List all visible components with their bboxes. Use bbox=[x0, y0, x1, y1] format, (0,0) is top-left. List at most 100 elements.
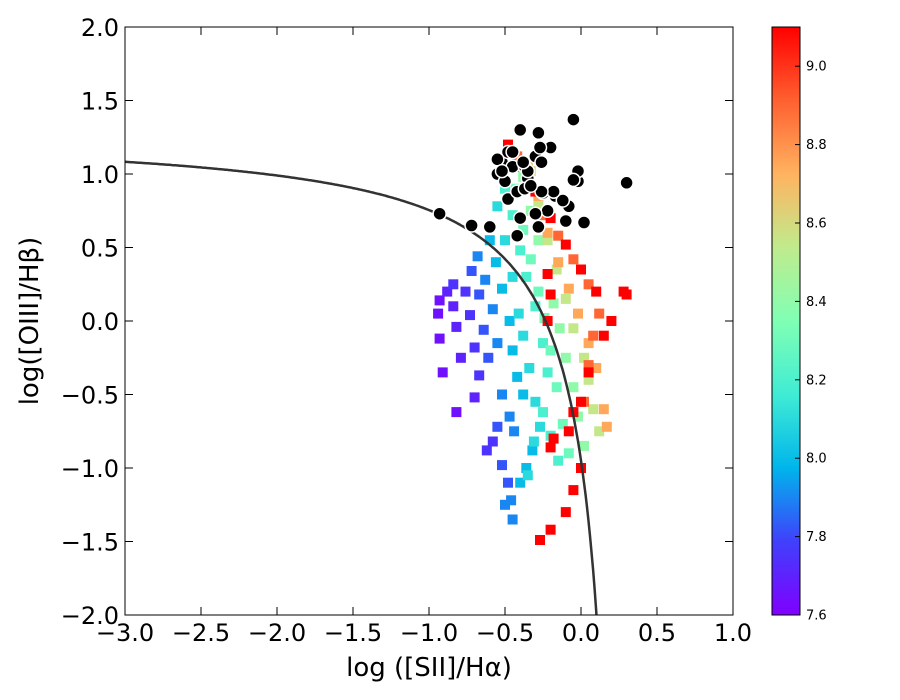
model-grid-point bbox=[548, 298, 559, 309]
model-grid-point bbox=[576, 264, 586, 275]
model-grid-point bbox=[533, 235, 544, 246]
model-grid-point bbox=[557, 418, 568, 429]
model-grid-point bbox=[535, 535, 545, 545]
model-grid-point bbox=[484, 235, 495, 246]
model-grid-point bbox=[497, 283, 507, 294]
model-grid-point bbox=[513, 308, 524, 319]
colorbar-gradient bbox=[771, 26, 801, 616]
observed-point bbox=[523, 178, 539, 194]
model-grid-point bbox=[545, 524, 556, 535]
model-grid-point bbox=[576, 396, 586, 407]
x-tick-label: 0.0 bbox=[562, 619, 600, 647]
model-grid-point bbox=[598, 330, 609, 341]
model-grid-point bbox=[507, 210, 518, 221]
colorbar-tick-label: 8.2 bbox=[806, 373, 827, 388]
model-grid-point bbox=[542, 269, 553, 279]
observed-point bbox=[515, 154, 531, 170]
observed-point bbox=[566, 172, 581, 188]
observed-point bbox=[546, 184, 561, 199]
model-grid-point bbox=[503, 139, 513, 150]
x-tick-label: −1.0 bbox=[400, 619, 458, 647]
model-grid-point bbox=[553, 257, 564, 268]
observed-point bbox=[512, 210, 528, 226]
model-grid-point bbox=[583, 360, 594, 371]
colorbar-tick-label: 8.4 bbox=[806, 295, 827, 310]
observed-point bbox=[509, 228, 525, 243]
model-grid-point bbox=[500, 183, 510, 194]
model-grid-point bbox=[538, 407, 548, 418]
model-grid-point bbox=[469, 392, 480, 403]
model-grid-point bbox=[483, 352, 494, 363]
y-tick-label: 1.5 bbox=[81, 88, 119, 116]
model-grid-point bbox=[530, 396, 541, 407]
model-grid-point bbox=[455, 352, 466, 363]
model-grid-point bbox=[492, 338, 503, 349]
model-grid-point bbox=[530, 301, 541, 312]
colorbar-tick-label: 7.6 bbox=[806, 609, 827, 624]
model-grid-point bbox=[568, 323, 579, 334]
model-grid-point bbox=[538, 338, 548, 349]
model-grid-point bbox=[528, 436, 539, 447]
x-axis-title: log ([SII]/Hα) bbox=[346, 653, 512, 683]
x-tick-label: −1.5 bbox=[324, 619, 382, 647]
x-axis: −3.0 −2.5 −2.0 −1.5 −1.0 −0.5 0.0 0.5 1.0 bbox=[96, 27, 752, 647]
model-grid-point bbox=[433, 308, 444, 319]
observed-point bbox=[532, 140, 548, 155]
model-grid-point bbox=[521, 463, 532, 473]
model-grid-point bbox=[551, 264, 562, 275]
colorbar: 7.6 7.8 8.0 8.2 8.4 8.6 8.8 9.0 bbox=[771, 26, 827, 624]
model-grid-point bbox=[591, 363, 602, 373]
observed-point bbox=[540, 203, 555, 219]
model-grid-point bbox=[553, 230, 564, 241]
model-grid-point bbox=[594, 308, 605, 319]
model-grid-point bbox=[542, 316, 553, 326]
model-grid-point bbox=[542, 367, 553, 378]
observed-point bbox=[566, 112, 581, 127]
y-tick-label: 0.0 bbox=[81, 308, 119, 336]
y-tick-label: 0.5 bbox=[81, 235, 119, 263]
model-grid-point bbox=[527, 445, 538, 456]
colorbar-tick-label: 7.8 bbox=[806, 530, 827, 545]
model-grid-point bbox=[515, 477, 526, 488]
model-grid-point bbox=[579, 352, 589, 363]
model-grid-point bbox=[533, 198, 544, 209]
model-grid-point bbox=[560, 293, 571, 304]
observed-point bbox=[534, 154, 549, 170]
observed-point bbox=[512, 122, 528, 138]
model-grid-point bbox=[518, 389, 529, 400]
model-grid-point bbox=[474, 370, 485, 381]
model-grid-point bbox=[583, 374, 594, 385]
model-grid-point bbox=[542, 227, 553, 238]
model-grid-point bbox=[601, 421, 612, 432]
model-grid-point bbox=[525, 254, 536, 265]
observed-point bbox=[490, 152, 505, 167]
colorbar-ticks: 7.6 7.8 8.0 8.2 8.4 8.6 8.8 9.0 bbox=[795, 60, 827, 624]
x-tick-label: −2.5 bbox=[172, 619, 230, 647]
y-tick-label: 2.0 bbox=[81, 14, 119, 42]
model-grid-point bbox=[560, 352, 571, 363]
model-grid-point bbox=[515, 245, 526, 256]
plot-area bbox=[125, 27, 733, 615]
y-tick-label: −2.0 bbox=[61, 602, 119, 630]
observed-point bbox=[558, 213, 574, 229]
model-grid-point bbox=[451, 407, 462, 418]
model-grid-point bbox=[573, 308, 583, 319]
observed-point bbox=[500, 191, 516, 207]
model-grid-point bbox=[480, 274, 491, 285]
model-grid-point bbox=[500, 235, 510, 246]
model-grid-point bbox=[594, 426, 605, 437]
observed-point bbox=[432, 206, 447, 221]
model-grid-point bbox=[545, 289, 556, 300]
model-grid-point bbox=[512, 371, 523, 382]
observed-point bbox=[494, 163, 510, 179]
y-axis-title: log([OIII]/Hβ) bbox=[15, 237, 45, 406]
model-grid-point bbox=[497, 460, 507, 471]
model-grid-point bbox=[497, 389, 507, 400]
model-grid-point bbox=[551, 382, 562, 393]
observed-point bbox=[576, 215, 592, 230]
model-grid-point bbox=[568, 485, 579, 496]
model-grid-point bbox=[545, 213, 556, 224]
model-grid-point bbox=[434, 333, 445, 344]
model-grid-point bbox=[588, 404, 599, 415]
